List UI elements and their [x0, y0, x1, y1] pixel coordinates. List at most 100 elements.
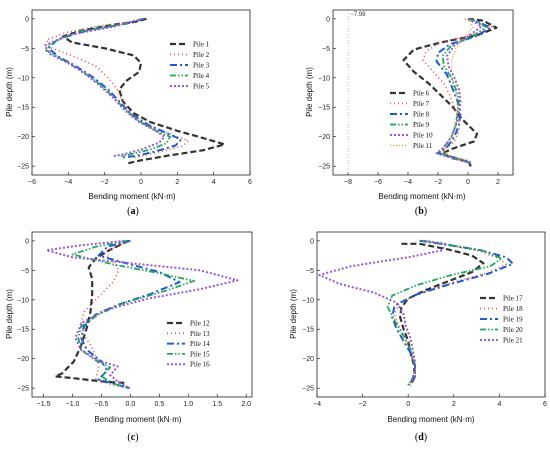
panel-label-paren: )	[136, 206, 139, 217]
y-axis-label: Pile depth (m)	[5, 289, 14, 339]
y-tick-label: −5	[21, 46, 29, 53]
x-axis-label: Bending moment (kN·m)	[387, 415, 474, 424]
series-line-pile-18	[393, 240, 507, 386]
series-line-pile-11	[443, 18, 474, 164]
series-line-pile-14	[80, 239, 181, 390]
x-axis-label: Bending moment (kN·m)	[94, 415, 181, 424]
series-line-pile-3	[47, 17, 182, 159]
x-tick-label: −4	[64, 179, 72, 186]
x-tick-label: −4	[313, 401, 321, 408]
y-tick-label: −25	[318, 164, 330, 171]
legend-label: Pile 11	[413, 142, 433, 150]
series-line-pile-16	[45, 239, 239, 388]
plot-frame	[31, 9, 251, 176]
x-tick-label: −2	[359, 401, 367, 408]
x-tick-label: −6	[374, 179, 382, 186]
x-axis-label: Bending moment (kN·m)	[378, 192, 465, 201]
y-tick-label: −25	[17, 164, 29, 171]
panel-label-paren: )	[424, 206, 427, 217]
series-line-pile-4	[43, 17, 171, 157]
y-tick-label: −5	[322, 46, 330, 53]
legend-label: Pile 5	[193, 83, 210, 91]
x-tick-label: 1.0	[183, 401, 193, 408]
legend-label: Pile 15	[190, 350, 210, 358]
y-axis-label: Pile depth (m)	[305, 67, 314, 117]
series-line-pile-6	[402, 17, 498, 167]
legend-label: Pile 9	[413, 121, 430, 129]
series-line-pile-12	[54, 239, 130, 384]
legend-label: Pile 17	[503, 295, 523, 303]
panel-label-letter: a	[131, 206, 136, 217]
series-line-pile-5	[43, 17, 166, 158]
x-tick-label: −1.5	[37, 401, 51, 408]
panel-label-paren: (	[415, 206, 419, 217]
x-tick-label: 6	[248, 179, 252, 186]
x-tick-label: −2	[101, 179, 109, 186]
y-tick-label: −15	[17, 327, 29, 334]
x-tick-label: 0	[406, 401, 410, 408]
y-tick-label: −15	[318, 105, 330, 112]
series-line-pile-15	[71, 239, 195, 390]
legend-label: Pile 18	[503, 305, 523, 313]
panel-label-paren: )	[135, 432, 138, 443]
y-tick-label: 0	[310, 238, 314, 245]
series-line-pile-7	[422, 18, 493, 164]
series-line-pile-20	[386, 239, 503, 386]
y-axis-label: Pile depth (m)	[289, 289, 298, 339]
x-tick-label: −2	[434, 179, 442, 186]
x-tick-label: −4	[404, 179, 412, 186]
x-tick-label: −1.0	[66, 401, 80, 408]
legend-label: Pile 2	[193, 51, 210, 59]
panel-label-paren: )	[424, 432, 427, 443]
panel-label: (a)	[127, 206, 139, 217]
plot-frame	[332, 9, 514, 176]
panel-label-letter: d	[418, 432, 424, 443]
x-tick-label: 1.5	[212, 401, 222, 408]
y-tick-label: −25	[302, 386, 314, 393]
panel-label-paren: (	[127, 432, 131, 443]
legend-label: Pile 12	[190, 320, 210, 328]
legend-label: Pile 21	[503, 337, 523, 345]
legend-label: Pile 8	[413, 111, 430, 119]
series-line-pile-2	[45, 18, 189, 160]
x-tick-label: 6	[543, 401, 547, 408]
series-line-pile-19	[391, 239, 515, 386]
legend-label: Pile 3	[193, 62, 210, 70]
annotation-label: −7.98	[350, 12, 366, 18]
legend-label: Pile 19	[503, 316, 523, 324]
x-tick-label: 4	[497, 401, 501, 408]
x-tick-label: −0.5	[95, 401, 109, 408]
panel-label-paren: (	[127, 206, 131, 217]
legend-label: Pile 10	[413, 132, 433, 140]
legend-label: Pile 14	[190, 340, 210, 348]
y-tick-label: −10	[302, 297, 314, 304]
legend-label: Pile 1	[193, 41, 210, 49]
chart-panel-c: −1.5 −1.0 −0.5 0.0 0.5 1.0 1.5 2.0 0 −5 −10 −15 −20 −…	[5, 231, 253, 443]
y-tick-label: −15	[302, 327, 314, 334]
y-tick-label: −10	[318, 75, 330, 82]
y-tick-label: 0	[25, 238, 29, 245]
x-tick-label: −6	[28, 179, 36, 186]
y-tick-label: −5	[306, 268, 314, 275]
y-tick-label: 0	[326, 16, 330, 23]
legend-label: Pile 20	[503, 326, 523, 334]
panel-label-letter: b	[418, 206, 424, 217]
x-tick-label: 2	[175, 179, 179, 186]
x-tick-label: 2.0	[241, 401, 251, 408]
plot-frame	[31, 231, 253, 398]
y-tick-label: −15	[17, 105, 29, 112]
x-tick-label: 0	[466, 179, 470, 186]
x-tick-label: 0.5	[155, 401, 165, 408]
y-axis-label: Pile depth (m)	[5, 67, 14, 117]
panel-label-paren: (	[415, 432, 419, 443]
panel-label: (b)	[415, 206, 427, 217]
y-tick-label: 0	[25, 16, 29, 23]
y-tick-label: −10	[17, 75, 29, 82]
y-tick-label: −20	[17, 134, 29, 141]
legend-label: Pile 7	[413, 100, 430, 108]
y-tick-label: −25	[17, 386, 29, 393]
